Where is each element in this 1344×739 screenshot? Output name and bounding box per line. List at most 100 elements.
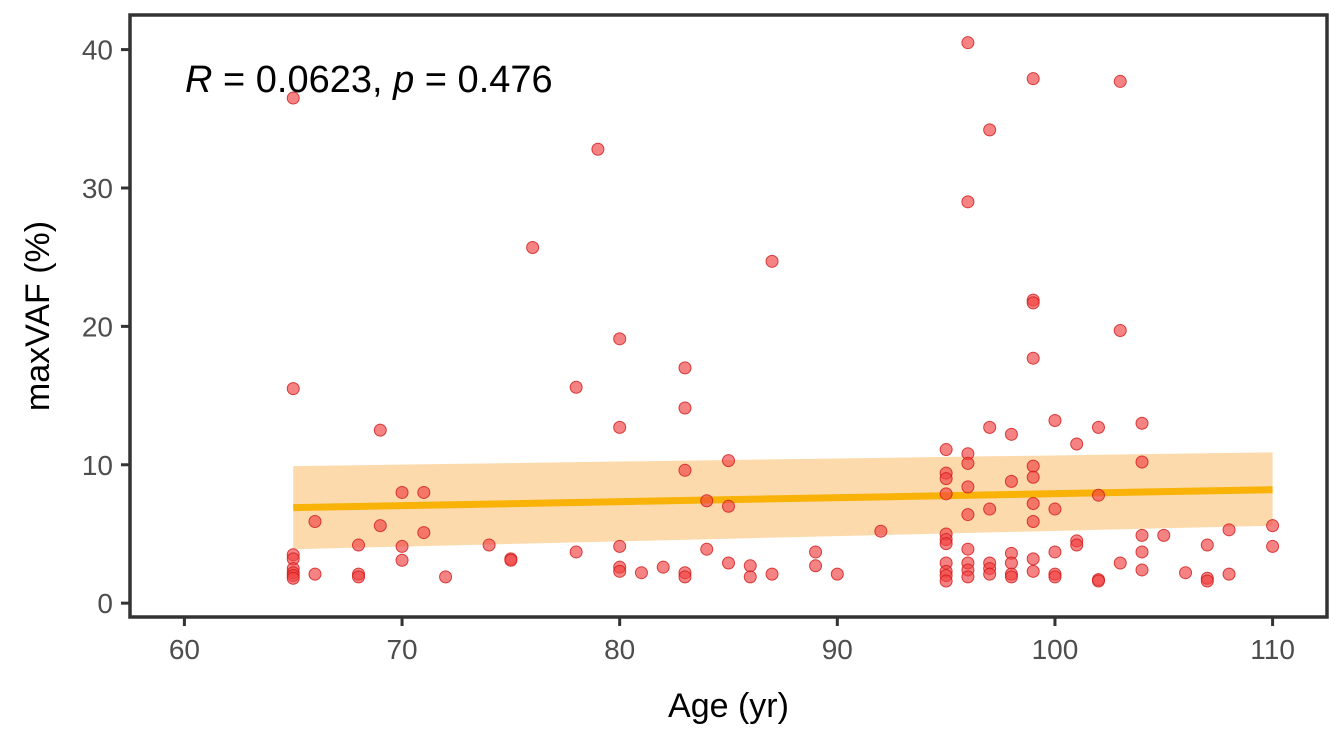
data-point <box>874 524 888 538</box>
data-point <box>1113 556 1127 570</box>
correlation-annotation: R = 0.0623, p = 0.476 <box>185 59 553 101</box>
data-point <box>526 240 540 254</box>
data-point <box>722 454 735 468</box>
data-point <box>1113 74 1127 88</box>
data-point <box>939 472 953 486</box>
data-point <box>308 515 322 529</box>
data-point <box>1026 351 1040 365</box>
data-point <box>1004 427 1018 441</box>
data-point <box>939 574 953 588</box>
data-point <box>1222 567 1236 581</box>
data-point <box>939 537 953 551</box>
data-point <box>439 570 453 584</box>
data-point <box>961 570 975 584</box>
data-point <box>983 502 997 516</box>
data-point <box>1026 515 1040 529</box>
data-point <box>1222 523 1236 537</box>
data-point <box>961 480 975 494</box>
data-point <box>1026 296 1040 310</box>
y-tick-label: 40 <box>82 35 113 66</box>
data-point <box>417 526 431 540</box>
data-point <box>1200 538 1214 552</box>
data-point <box>1048 545 1062 559</box>
x-tick-label: 60 <box>169 634 200 665</box>
y-tick-label: 30 <box>82 173 113 204</box>
data-point <box>1048 502 1062 516</box>
x-tick-label: 90 <box>822 634 853 665</box>
data-point <box>308 567 322 581</box>
data-point <box>395 553 409 567</box>
x-tick-label: 70 <box>386 634 417 665</box>
data-point <box>743 559 757 573</box>
data-point <box>1048 570 1062 584</box>
r-value-text: = 0.0623, <box>212 59 393 101</box>
data-point <box>504 553 518 567</box>
data-point <box>482 538 496 552</box>
data-point <box>1070 538 1084 552</box>
data-point <box>591 142 605 156</box>
data-point <box>1004 556 1018 570</box>
data-point <box>1135 455 1149 469</box>
data-point <box>983 567 997 581</box>
data-point <box>743 570 757 584</box>
data-point <box>373 519 387 533</box>
data-point <box>678 361 692 375</box>
data-point <box>1091 420 1105 434</box>
data-point <box>983 420 997 434</box>
r-symbol: R <box>185 59 212 101</box>
data-point <box>1070 437 1084 451</box>
fit-line <box>293 486 1273 512</box>
fit-line-layer <box>293 486 1273 512</box>
data-point <box>352 538 366 552</box>
data-point <box>1266 519 1280 533</box>
data-point <box>722 499 735 513</box>
p-value-text: = 0.476 <box>414 59 552 101</box>
data-point <box>286 571 300 585</box>
data-point <box>1048 413 1062 427</box>
data-point <box>1135 563 1149 577</box>
data-point <box>1179 566 1193 580</box>
data-point <box>395 485 409 499</box>
data-point <box>722 556 735 570</box>
data-point <box>1113 324 1127 338</box>
y-tick-label: 20 <box>82 311 113 342</box>
data-point <box>678 401 692 415</box>
data-point <box>613 420 627 434</box>
data-point <box>1200 574 1214 588</box>
data-point <box>765 254 779 268</box>
data-point <box>1157 528 1171 542</box>
x-tick-label: 100 <box>1032 634 1079 665</box>
data-point <box>983 123 997 137</box>
data-point <box>1135 416 1149 430</box>
data-point <box>656 560 670 574</box>
data-point <box>1135 528 1149 542</box>
data-point <box>809 559 823 573</box>
data-point <box>1004 474 1018 488</box>
y-axis-title: maxVAF (%) <box>19 221 57 411</box>
data-point <box>613 332 627 346</box>
data-point <box>700 542 714 556</box>
x-axis-title: Age (yr) <box>668 687 789 725</box>
data-point <box>939 487 953 501</box>
data-point <box>1091 574 1105 588</box>
y-tick-label: 10 <box>82 450 113 481</box>
data-point <box>613 564 627 578</box>
data-point <box>1135 545 1149 559</box>
y-tick-label: 0 <box>97 588 113 619</box>
data-point <box>1026 470 1040 484</box>
data-point <box>1026 497 1040 511</box>
data-point <box>352 570 366 584</box>
data-point <box>939 443 953 457</box>
p-symbol: p <box>392 59 414 101</box>
data-point <box>678 570 692 584</box>
data-point <box>809 545 823 559</box>
data-point <box>395 539 409 553</box>
data-point <box>961 36 975 50</box>
data-point <box>678 463 692 477</box>
plot-panel-border <box>128 13 1329 619</box>
data-point <box>1026 459 1040 473</box>
data-point <box>417 485 431 499</box>
data-point <box>961 456 975 470</box>
data-point <box>569 545 583 559</box>
